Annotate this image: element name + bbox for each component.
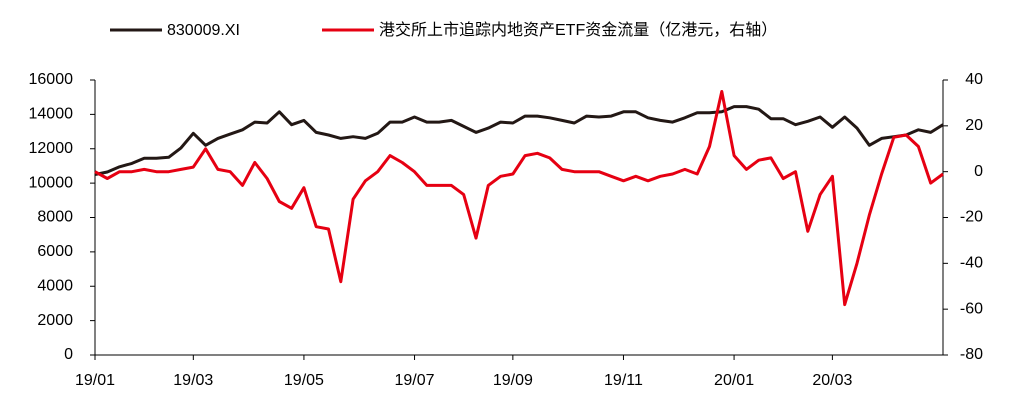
x-tick-label: 19/03 (173, 372, 213, 389)
y-tick-label: 6000 (37, 243, 73, 260)
legend-label: 港交所上市追踪内地资产ETF资金流量（亿港元，右轴） (379, 21, 777, 39)
x-tick-label: 19/09 (493, 372, 533, 389)
y2-tick-label: 20 (965, 117, 983, 134)
x-tick-label: 20/01 (714, 372, 754, 389)
y-tick-label: 4000 (37, 277, 73, 294)
y-tick-label: 14000 (29, 106, 74, 123)
y-tick-label: 10000 (29, 174, 74, 191)
x-tick-label: 20/03 (812, 372, 852, 389)
y-tick-label: 8000 (37, 209, 73, 226)
y-tick-label: 2000 (37, 312, 73, 329)
y-tick-label: 16000 (29, 71, 74, 88)
x-tick-label: 19/01 (75, 372, 115, 389)
x-tick-label: 19/05 (284, 372, 324, 389)
y2-tick-label: -60 (960, 300, 983, 317)
series-line (94, 90, 944, 307)
y-tick-label: 0 (64, 346, 73, 363)
y2-tick-label: -80 (960, 346, 983, 363)
y2-tick-label: 40 (965, 71, 983, 88)
x-tick-label: 19/11 (604, 372, 643, 389)
legend-label: 830009.XI (167, 22, 240, 39)
y2-tick-label: -20 (960, 209, 983, 226)
y2-tick-label: 0 (974, 163, 983, 180)
x-tick-label: 19/07 (395, 372, 435, 389)
y-tick-label: 12000 (29, 140, 74, 157)
series-line (94, 105, 944, 176)
y2-tick-label: -40 (960, 255, 983, 272)
